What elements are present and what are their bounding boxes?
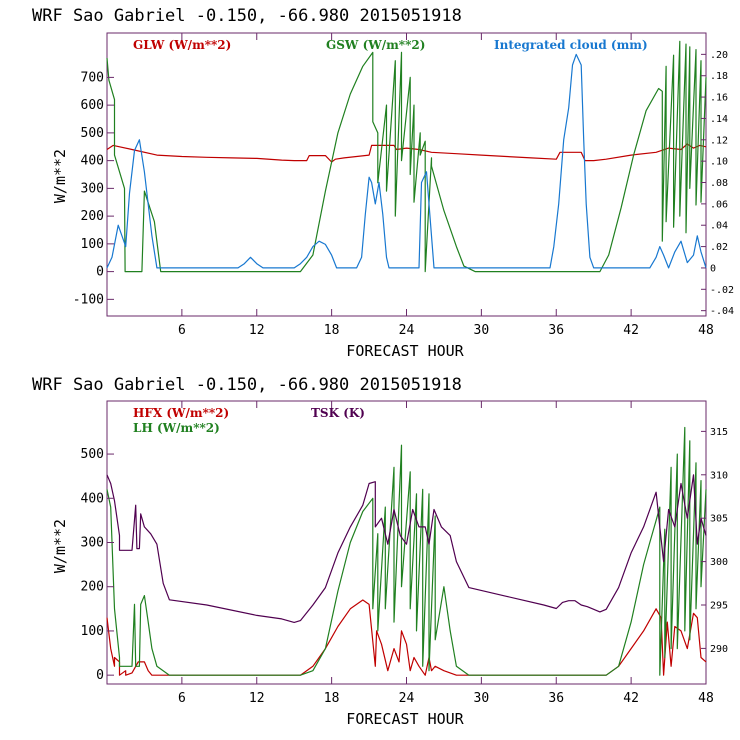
bottom-y-tick-label: 200 bbox=[81, 580, 104, 595]
top-x-tick-label: 6 bbox=[178, 323, 186, 338]
top-y2-tick-label: .02 bbox=[710, 242, 728, 253]
bottom-series-lh-line bbox=[106, 426, 707, 676]
top-y2-tick-label: 0 bbox=[710, 263, 716, 274]
bottom-y2-tick-label: 290 bbox=[710, 644, 728, 655]
bottom-x-tick-label: 6 bbox=[178, 691, 186, 706]
top-y2-tick-label: .04 bbox=[710, 221, 728, 232]
top-panel: WRF Sao Gabriel -0.150, -66.980 20150519… bbox=[32, 6, 734, 360]
top-series-cloud-line bbox=[106, 53, 707, 269]
top-y2-tick-label: -.04 bbox=[710, 306, 734, 317]
top-series-lines bbox=[106, 40, 707, 273]
top-y2-tick-label: -.02 bbox=[710, 285, 734, 296]
top-y2-tick-label: .18 bbox=[710, 71, 728, 82]
top-plot-frame bbox=[106, 32, 707, 317]
bottom-panel: WRF Sao Gabriel -0.150, -66.980 20150519… bbox=[32, 375, 728, 728]
bottom-x-tick-label: 48 bbox=[698, 691, 714, 706]
legend-gsw: GSW (W/m**2) bbox=[326, 38, 425, 52]
top-chart-title: WRF Sao Gabriel -0.150, -66.980 20150519… bbox=[32, 6, 462, 26]
top-y-tick-label: 0 bbox=[96, 265, 104, 280]
bottom-chart-title: WRF Sao Gabriel -0.150, -66.980 20150519… bbox=[32, 375, 462, 395]
bottom-series-lines bbox=[106, 426, 707, 676]
bottom-y-tick-label: 300 bbox=[81, 536, 104, 551]
top-y-tick-label: 700 bbox=[81, 70, 104, 85]
top-y2-tick-label: .16 bbox=[710, 93, 728, 104]
bottom-x-tick-label: 18 bbox=[324, 691, 340, 706]
bottom-x-tick-label: 42 bbox=[623, 691, 639, 706]
bottom-y-tick-label: 100 bbox=[81, 624, 104, 639]
top-y-tick-label: 400 bbox=[81, 154, 104, 169]
top-y-tick-label: 600 bbox=[81, 98, 104, 113]
bottom-y2-tick-label: 295 bbox=[710, 601, 728, 612]
bottom-y2-tick-label: 315 bbox=[710, 427, 728, 438]
bottom-y2-tick-label: 310 bbox=[710, 470, 728, 481]
top-y-axis-label: W/m**2 bbox=[51, 149, 69, 203]
top-y-tick-label: 100 bbox=[81, 237, 104, 252]
top-x-axis-label: FORECAST HOUR bbox=[346, 342, 464, 360]
legend-lh: LH (W/m**2) bbox=[133, 421, 220, 435]
top-y-tick-label: 500 bbox=[81, 126, 104, 141]
top-x-tick-label: 42 bbox=[623, 323, 639, 338]
legend-integrated-cloud: Integrated cloud (mm) bbox=[494, 38, 648, 52]
bottom-x-tick-label: 12 bbox=[249, 691, 265, 706]
top-y2-tick-label: .10 bbox=[710, 157, 728, 168]
bottom-y-tick-label: 500 bbox=[81, 447, 104, 462]
top-y-tick-label: 300 bbox=[81, 181, 104, 196]
top-y2-tick-label: .08 bbox=[710, 178, 728, 189]
legend-tsk: TSK (K) bbox=[311, 406, 365, 420]
bottom-x-tick-label: 24 bbox=[399, 691, 415, 706]
bottom-x-tick-label: 36 bbox=[548, 691, 564, 706]
bottom-y-tick-label: 0 bbox=[96, 668, 104, 683]
top-y2-tick-label: .06 bbox=[710, 199, 728, 210]
top-series-glw-line bbox=[106, 143, 707, 163]
bottom-x-tick-label: 30 bbox=[474, 691, 490, 706]
top-y2-tick-label: .14 bbox=[710, 114, 728, 125]
legend-glw: GLW (W/m**2) bbox=[133, 38, 231, 52]
top-x-tick-label: 48 bbox=[698, 323, 714, 338]
top-y2-tick-label: .20 bbox=[710, 50, 728, 61]
bottom-y2-tick-label: 300 bbox=[710, 557, 728, 568]
top-y-tick-label: 200 bbox=[81, 209, 104, 224]
bottom-series-hfx-line bbox=[106, 599, 707, 676]
top-y2-tick-label: .12 bbox=[710, 135, 728, 146]
bottom-series-tsk-line bbox=[106, 474, 707, 624]
bottom-axis-ticks: 6 12 18 24 30 36 42 48 0 100 200 300 400 500 290 295 300… bbox=[81, 401, 728, 706]
top-x-tick-label: 24 bbox=[399, 323, 415, 338]
top-x-tick-label: 36 bbox=[548, 323, 564, 338]
bottom-y-axis-label: W/m**2 bbox=[51, 519, 69, 573]
legend-hfx: HFX (W/m**2) bbox=[133, 406, 229, 420]
bottom-y-tick-label: 400 bbox=[81, 491, 104, 506]
top-x-tick-label: 12 bbox=[249, 323, 265, 338]
bottom-x-axis-label: FORECAST HOUR bbox=[346, 710, 464, 728]
top-y-tick-label: -100 bbox=[73, 292, 104, 307]
top-x-tick-label: 30 bbox=[474, 323, 490, 338]
top-axis-ticks: 6 12 18 24 30 36 42 48 -100 0 100 200 300 400 500 600 70… bbox=[73, 33, 734, 338]
bottom-y2-tick-label: 305 bbox=[710, 514, 728, 525]
top-series-gsw-line bbox=[106, 40, 707, 273]
top-x-tick-label: 18 bbox=[324, 323, 340, 338]
